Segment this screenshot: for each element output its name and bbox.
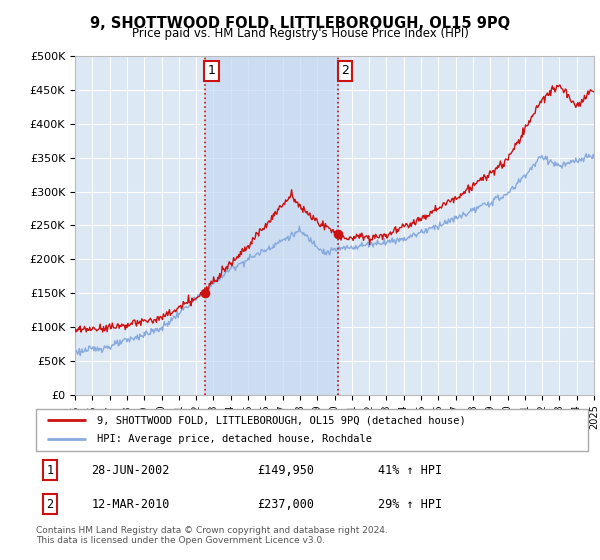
Text: 41% ↑ HPI: 41% ↑ HPI bbox=[378, 464, 442, 477]
Text: £149,950: £149,950 bbox=[257, 464, 314, 477]
Text: 2: 2 bbox=[46, 497, 53, 511]
Text: 9, SHOTTWOOD FOLD, LITTLEBOROUGH, OL15 9PQ (detached house): 9, SHOTTWOOD FOLD, LITTLEBOROUGH, OL15 9… bbox=[97, 415, 466, 425]
Text: This data is licensed under the Open Government Licence v3.0.: This data is licensed under the Open Gov… bbox=[36, 536, 325, 545]
Text: 12-MAR-2010: 12-MAR-2010 bbox=[91, 497, 170, 511]
Text: 9, SHOTTWOOD FOLD, LITTLEBOROUGH, OL15 9PQ: 9, SHOTTWOOD FOLD, LITTLEBOROUGH, OL15 9… bbox=[90, 16, 510, 31]
Text: 29% ↑ HPI: 29% ↑ HPI bbox=[378, 497, 442, 511]
Text: 1: 1 bbox=[208, 64, 215, 77]
Text: HPI: Average price, detached house, Rochdale: HPI: Average price, detached house, Roch… bbox=[97, 435, 372, 445]
Text: £237,000: £237,000 bbox=[257, 497, 314, 511]
Text: 1: 1 bbox=[46, 464, 53, 477]
Text: Contains HM Land Registry data © Crown copyright and database right 2024.: Contains HM Land Registry data © Crown c… bbox=[36, 526, 388, 535]
FancyBboxPatch shape bbox=[36, 409, 588, 451]
Text: 28-JUN-2002: 28-JUN-2002 bbox=[91, 464, 170, 477]
Text: Price paid vs. HM Land Registry's House Price Index (HPI): Price paid vs. HM Land Registry's House … bbox=[131, 27, 469, 40]
Text: 2: 2 bbox=[341, 64, 349, 77]
Bar bbox=[205, 56, 338, 395]
